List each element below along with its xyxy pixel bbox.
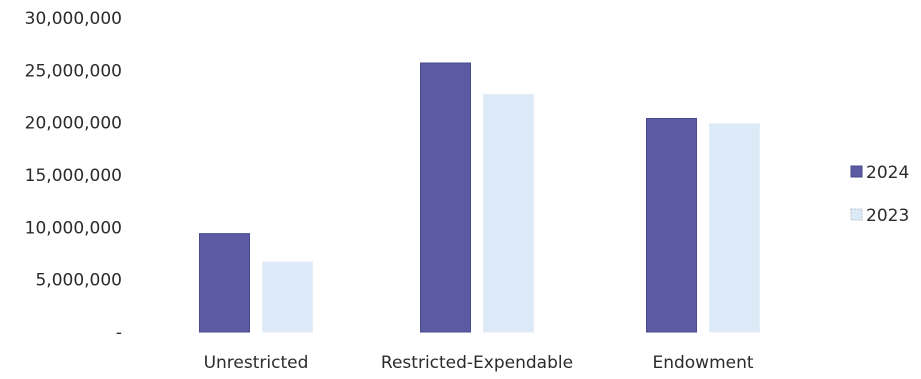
bar-endowment-2023	[709, 123, 760, 333]
bar-unrestricted-2023	[262, 261, 313, 333]
bars	[199, 62, 760, 333]
y-tick-label: 25,000,000	[25, 61, 122, 81]
bar-unrestricted-2024	[199, 233, 250, 333]
bar-restricted-expendable-2023	[483, 93, 534, 333]
bar-restricted-expendable-2024	[420, 62, 471, 333]
x-category-label: Unrestricted	[204, 353, 309, 373]
legend: 2024 2023	[850, 163, 909, 226]
y-tick-label: 15,000,000	[25, 166, 122, 186]
legend-swatch-2023	[850, 208, 863, 221]
y-tick-label: 30,000,000	[25, 9, 122, 29]
legend-label-2023: 2023	[866, 206, 909, 226]
y-tick-label: 10,000,000	[25, 218, 122, 238]
bar-endowment-2024	[646, 117, 697, 333]
y-tick-label: -	[116, 323, 122, 343]
x-category-label: Endowment	[652, 353, 753, 373]
legend-label-2024: 2024	[866, 163, 909, 183]
y-axis: - 5,000,000 10,000,000 15,000,000 20,000,000…	[25, 9, 122, 343]
x-category-label: Restricted-Expendable	[381, 353, 573, 373]
y-tick-label: 5,000,000	[35, 271, 122, 291]
x-axis: Unrestricted Restricted-Expendable Endowme…	[204, 353, 754, 373]
y-tick-label: 20,000,000	[25, 114, 122, 134]
legend-swatch-2024	[850, 165, 863, 178]
